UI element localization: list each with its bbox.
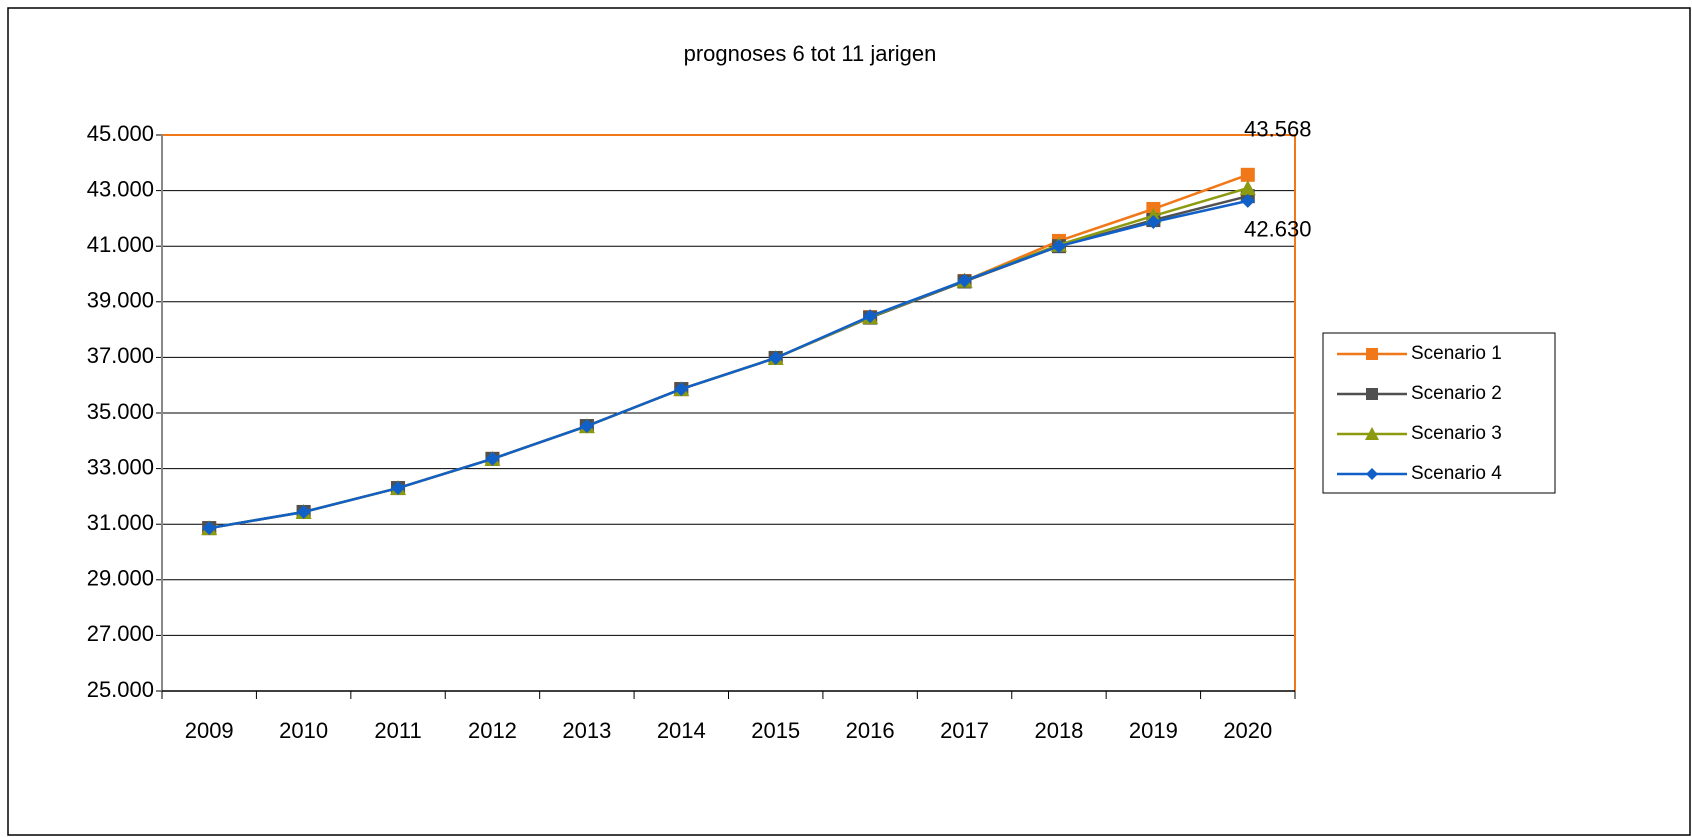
y-tick-label: 45.000 [87, 121, 154, 146]
data-point [579, 419, 594, 434]
y-tick-label: 43.000 [87, 176, 154, 201]
data-point [1240, 167, 1255, 182]
data-point [391, 481, 406, 496]
x-tick-label: 2016 [846, 718, 895, 743]
data-point [1146, 215, 1161, 230]
y-tick-label: 33.000 [87, 454, 154, 479]
data-point [1051, 239, 1066, 254]
x-tick-label: 2020 [1223, 718, 1272, 743]
y-tick-label: 31.000 [87, 510, 154, 535]
legend-marker [1366, 348, 1378, 360]
x-tick-label: 2018 [1034, 718, 1083, 743]
data-point [674, 382, 689, 397]
y-tick-label: 27.000 [87, 621, 154, 646]
y-tick-label: 35.000 [87, 399, 154, 424]
legend-label: Scenario 1 [1411, 343, 1502, 364]
legend-label: Scenario 3 [1411, 423, 1502, 444]
data-point [957, 273, 972, 288]
x-tick-label: 2010 [279, 718, 328, 743]
x-tick-label: 2013 [562, 718, 611, 743]
data-point [485, 451, 500, 466]
series-line [208, 199, 1249, 530]
x-tick-label: 2015 [751, 718, 800, 743]
legend-marker [1366, 468, 1378, 480]
data-point [1239, 180, 1256, 196]
data-point [863, 309, 878, 324]
data-point [296, 504, 311, 519]
x-tick-label: 2009 [185, 718, 234, 743]
x-tick-label: 2011 [374, 718, 421, 743]
legend-label: Scenario 4 [1411, 463, 1502, 484]
data-label: 42.630 [1244, 217, 1311, 242]
data-point [768, 350, 783, 365]
legend-marker [1365, 427, 1379, 440]
data-point [1240, 193, 1255, 208]
chart-title: prognoses 6 tot 11 jarigen [684, 41, 937, 66]
x-tick-label: 2017 [940, 718, 989, 743]
y-tick-label: 37.000 [87, 343, 154, 368]
data-point [202, 521, 217, 536]
y-tick-label: 25.000 [87, 677, 154, 702]
y-tick-label: 29.000 [87, 566, 154, 591]
x-tick-label: 2012 [468, 718, 517, 743]
x-tick-label: 2019 [1129, 718, 1178, 743]
legend: Scenario 1 Scenario 2 Scenario 3 Scenario 4 [1322, 332, 1556, 494]
legend-box [1322, 332, 1556, 494]
legend-marker [1366, 388, 1378, 400]
legend-label: Scenario 2 [1411, 383, 1502, 404]
y-tick-label: 39.000 [87, 288, 154, 313]
x-tick-label: 2014 [657, 718, 706, 743]
data-label: 43.568 [1244, 117, 1311, 142]
y-tick-label: 41.000 [87, 232, 154, 257]
